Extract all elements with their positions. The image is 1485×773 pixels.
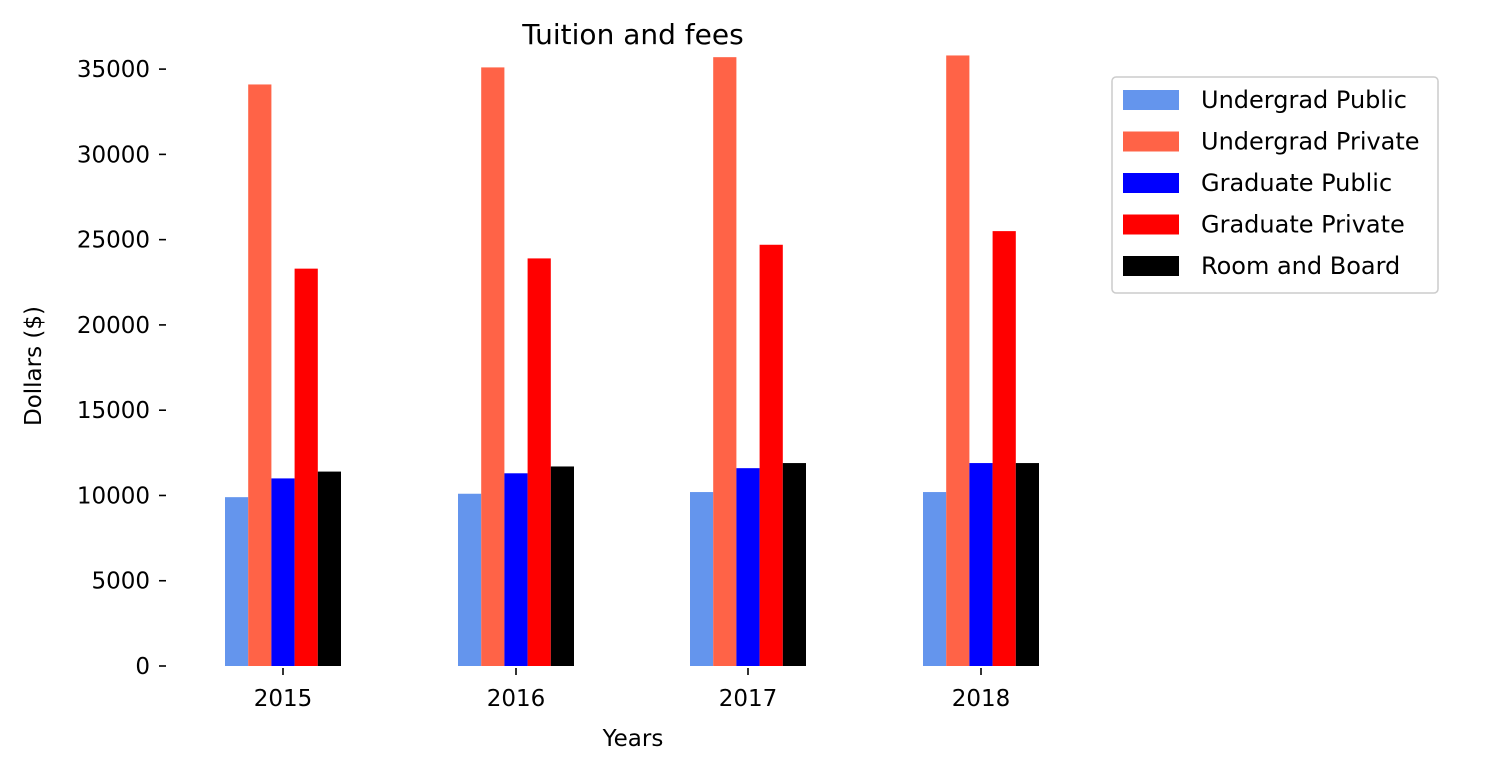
bar — [782, 463, 806, 666]
y-tick-label: 0 — [135, 654, 150, 680]
x-tick-label: 2018 — [952, 686, 1011, 712]
legend-item: Undergrad Private — [1123, 128, 1420, 156]
y-tick-label: 15000 — [77, 398, 150, 424]
series-undergrad-public — [225, 492, 947, 666]
y-tick-label: 30000 — [77, 142, 150, 168]
y-tick-label: 20000 — [77, 313, 150, 339]
legend-swatch — [1123, 256, 1179, 276]
bar — [294, 268, 318, 666]
x-axis: 2015 2016 2017 2018 — [254, 668, 1011, 712]
y-tick-label: 5000 — [91, 569, 150, 595]
series-graduate-private — [294, 231, 1016, 666]
bar — [713, 57, 737, 667]
legend-label: Undergrad Public — [1201, 86, 1407, 114]
bar — [481, 67, 505, 666]
legend-item: Graduate Public — [1123, 169, 1392, 197]
y-axis: 0 5000 10000 15000 20000 25000 30000 35000 — [77, 57, 166, 680]
bar — [992, 231, 1016, 666]
bar — [271, 478, 295, 666]
bar — [759, 244, 783, 666]
x-tick-label: 2015 — [254, 686, 313, 712]
bar — [923, 492, 947, 666]
y-tick-label: 10000 — [77, 483, 150, 509]
legend-frame — [1111, 76, 1439, 294]
series-room-and-board — [317, 463, 1039, 666]
legend-item: Graduate Private — [1123, 211, 1405, 239]
x-axis-label: Years — [602, 726, 664, 752]
bar — [527, 258, 551, 666]
bar — [690, 492, 714, 666]
legend-label: Graduate Private — [1201, 211, 1405, 239]
legend: Undergrad Public Undergrad Private Graduat… — [1111, 76, 1439, 294]
bar — [946, 55, 970, 666]
x-tick-label: 2016 — [487, 686, 546, 712]
bar — [550, 466, 574, 666]
bar — [736, 468, 760, 666]
bar — [248, 84, 272, 666]
legend-item: Room and Board — [1123, 252, 1400, 280]
legend-label: Room and Board — [1201, 252, 1400, 280]
legend-label: Graduate Public — [1201, 169, 1392, 197]
legend-swatch — [1123, 173, 1179, 193]
x-tick-label: 2017 — [719, 686, 778, 712]
legend-items: Undergrad Public Undergrad Private Graduat… — [1123, 86, 1420, 280]
bar — [458, 493, 482, 666]
chart-title: Tuition and fees — [521, 18, 743, 51]
bar — [225, 497, 249, 666]
series-graduate-public — [271, 463, 993, 666]
legend-item: Undergrad Public — [1123, 86, 1407, 114]
legend-swatch — [1123, 131, 1179, 152]
bar — [969, 463, 993, 666]
bar — [504, 473, 528, 666]
y-tick-label: 25000 — [77, 228, 150, 254]
bar — [317, 471, 341, 666]
series-undergrad-private — [248, 55, 970, 667]
legend-swatch — [1123, 214, 1179, 235]
legend-label: Undergrad Private — [1201, 128, 1420, 156]
bars-layer — [225, 55, 1039, 667]
bar — [1015, 463, 1039, 666]
y-axis-label: Dollars ($) — [21, 306, 47, 426]
legend-swatch — [1123, 90, 1179, 110]
y-tick-label: 35000 — [77, 57, 150, 83]
